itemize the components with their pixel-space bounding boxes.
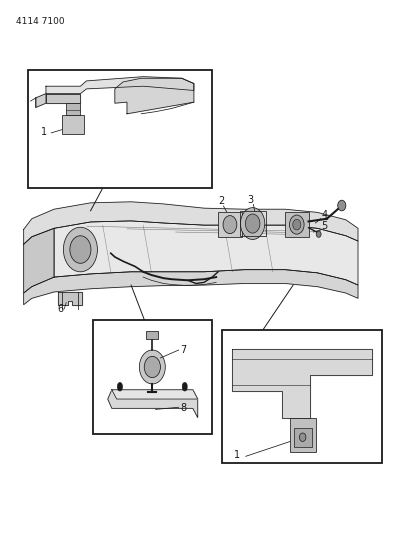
- Polygon shape: [112, 390, 198, 399]
- Text: 1: 1: [234, 450, 241, 461]
- Bar: [294, 428, 312, 447]
- Circle shape: [118, 383, 122, 389]
- Polygon shape: [54, 221, 358, 285]
- Text: 4114 7100: 4114 7100: [16, 17, 64, 26]
- Circle shape: [140, 350, 165, 384]
- Text: 7: 7: [180, 345, 186, 354]
- Bar: [239, 211, 266, 236]
- Circle shape: [299, 433, 306, 441]
- Circle shape: [118, 385, 122, 391]
- Bar: [93, 319, 212, 433]
- Circle shape: [240, 208, 265, 239]
- Circle shape: [63, 227, 98, 272]
- Polygon shape: [46, 94, 80, 103]
- Circle shape: [290, 215, 304, 234]
- Circle shape: [144, 357, 160, 377]
- Bar: [66, 103, 80, 115]
- Circle shape: [70, 236, 91, 263]
- Text: 1: 1: [41, 127, 47, 137]
- Circle shape: [223, 216, 237, 233]
- Bar: [222, 330, 382, 463]
- Bar: [28, 70, 212, 188]
- Text: 5: 5: [322, 221, 328, 231]
- Polygon shape: [36, 94, 46, 108]
- Bar: [62, 115, 84, 134]
- Circle shape: [245, 214, 260, 233]
- Circle shape: [182, 383, 187, 389]
- Bar: [218, 212, 242, 237]
- Text: 2: 2: [218, 197, 224, 206]
- Text: 6: 6: [57, 304, 63, 313]
- Polygon shape: [24, 202, 358, 244]
- Text: 8: 8: [180, 403, 186, 413]
- Polygon shape: [115, 78, 194, 114]
- Bar: [146, 332, 158, 340]
- Polygon shape: [233, 349, 372, 418]
- Circle shape: [338, 200, 346, 211]
- Circle shape: [293, 219, 301, 230]
- Polygon shape: [58, 292, 82, 305]
- Polygon shape: [24, 228, 54, 293]
- Bar: [290, 418, 316, 452]
- Bar: [285, 212, 308, 237]
- Polygon shape: [24, 270, 358, 305]
- Text: 4: 4: [322, 209, 328, 220]
- Circle shape: [182, 385, 187, 391]
- Polygon shape: [108, 390, 198, 418]
- Polygon shape: [46, 77, 194, 94]
- Text: 3: 3: [248, 195, 254, 205]
- Circle shape: [316, 231, 321, 237]
